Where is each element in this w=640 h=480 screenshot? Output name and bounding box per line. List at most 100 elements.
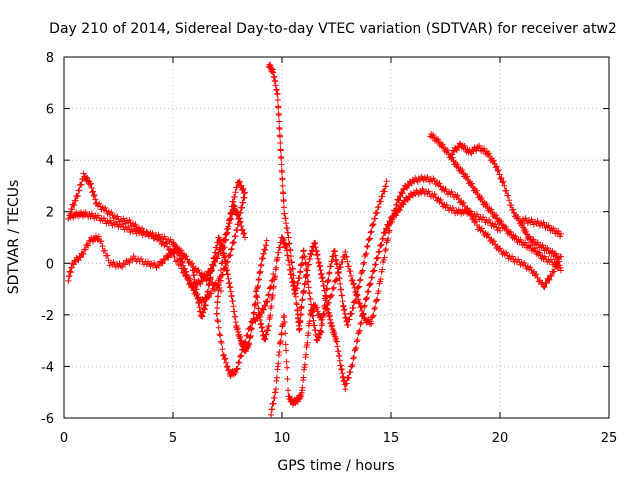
- data-point: [152, 233, 159, 240]
- data-point: [289, 265, 296, 272]
- data-point: [274, 254, 281, 261]
- data-point: [285, 234, 292, 241]
- data-point: [224, 363, 231, 370]
- data-point: [541, 253, 548, 260]
- data-point: [82, 174, 89, 181]
- data-point: [327, 263, 334, 270]
- data-point: [370, 268, 377, 275]
- data-point: [383, 178, 390, 185]
- y-tick-label: 2: [46, 206, 54, 221]
- data-point: [175, 261, 182, 268]
- data-point: [253, 292, 260, 299]
- data-point: [386, 227, 393, 234]
- data-point: [255, 276, 262, 283]
- data-point: [90, 188, 97, 195]
- data-point: [223, 236, 230, 243]
- data-point: [373, 297, 380, 304]
- data-point: [351, 347, 358, 354]
- data-point: [358, 307, 365, 314]
- data-point: [238, 352, 245, 359]
- data-point: [384, 221, 391, 228]
- x-tick-label: 0: [60, 431, 68, 446]
- data-point: [328, 258, 335, 265]
- data-point: [104, 252, 111, 259]
- data-point: [273, 264, 280, 271]
- data-point: [332, 277, 339, 284]
- data-point: [330, 284, 337, 291]
- data-point: [216, 331, 223, 338]
- data-point: [117, 262, 124, 269]
- data-point: [222, 237, 229, 244]
- data-point: [270, 400, 277, 407]
- data-point: [272, 273, 279, 280]
- data-point: [378, 241, 385, 248]
- data-point: [228, 246, 235, 253]
- data-point: [263, 237, 270, 244]
- data-point: [379, 266, 386, 273]
- data-point: [542, 279, 549, 286]
- data-point: [180, 262, 187, 269]
- data-point: [303, 266, 310, 273]
- data-point: [478, 225, 485, 232]
- data-point: [399, 190, 406, 197]
- data-point: [355, 330, 362, 337]
- data-point: [71, 202, 78, 209]
- data-point: [67, 210, 74, 217]
- series-track-4: [265, 61, 503, 393]
- data-point: [493, 163, 500, 170]
- data-point: [352, 346, 359, 353]
- data-point: [478, 194, 485, 201]
- data-point: [265, 323, 272, 330]
- data-point: [397, 193, 404, 200]
- data-point: [373, 255, 380, 262]
- data-point: [100, 215, 107, 222]
- y-tick-label: 4: [46, 154, 54, 169]
- data-point: [255, 305, 262, 312]
- data-point: [494, 167, 501, 174]
- data-point: [287, 253, 294, 260]
- data-point: [241, 189, 248, 196]
- data-point: [215, 251, 222, 258]
- data-point: [136, 224, 143, 231]
- data-point: [556, 262, 563, 269]
- data-point: [305, 278, 312, 285]
- data-point: [283, 358, 290, 365]
- data-point: [328, 292, 335, 299]
- data-point: [231, 233, 238, 240]
- data-point: [257, 268, 264, 275]
- data-point: [320, 310, 327, 317]
- series-track-9: [518, 215, 565, 240]
- data-point: [490, 157, 497, 164]
- data-point: [548, 273, 555, 280]
- data-point: [241, 190, 248, 197]
- data-point: [431, 191, 438, 198]
- data-point: [181, 268, 188, 275]
- data-point: [268, 303, 275, 310]
- data-point: [449, 204, 456, 211]
- data-point: [377, 276, 384, 283]
- data-point: [202, 302, 209, 309]
- data-point: [356, 299, 363, 306]
- data-point: [521, 259, 528, 266]
- data-point: [368, 320, 375, 327]
- data-point: [357, 276, 364, 283]
- x-axis-title: GPS time / hours: [277, 458, 394, 474]
- data-point: [296, 325, 303, 332]
- data-point: [237, 353, 244, 360]
- data-points: [65, 61, 565, 418]
- data-point: [154, 261, 161, 268]
- data-point: [201, 271, 208, 278]
- data-point: [304, 267, 311, 274]
- data-point: [325, 299, 332, 306]
- data-point: [277, 244, 284, 251]
- data-point: [540, 283, 547, 290]
- series-track-6: [252, 178, 390, 344]
- data-point: [522, 239, 529, 246]
- data-point: [362, 251, 369, 258]
- data-point: [485, 150, 492, 157]
- data-point: [213, 244, 220, 251]
- data-point: [298, 260, 305, 267]
- data-point: [557, 233, 564, 240]
- data-point: [167, 236, 174, 243]
